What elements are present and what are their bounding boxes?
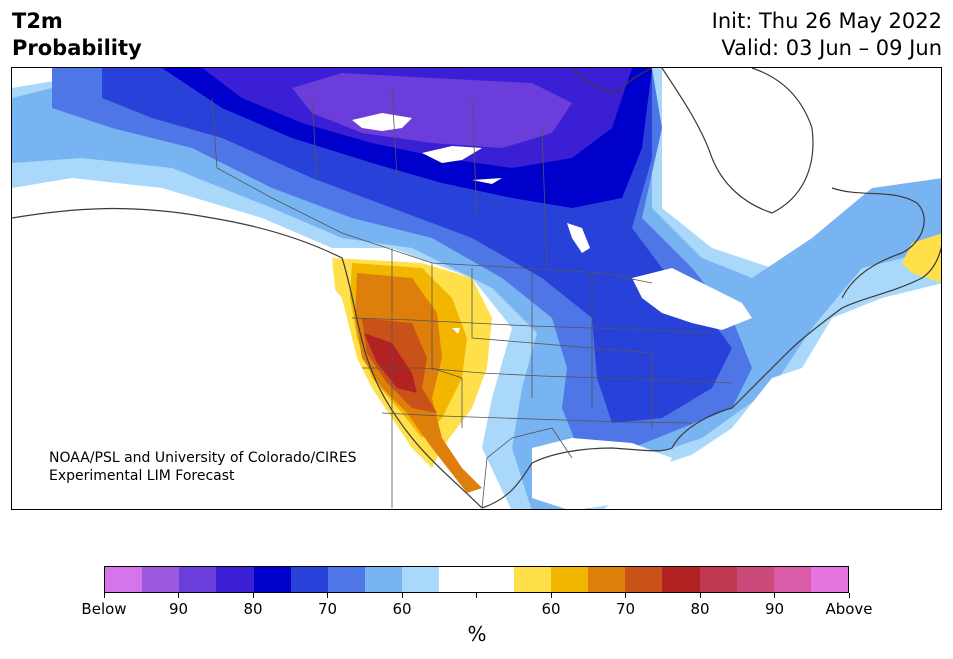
colorbar	[104, 566, 849, 593]
lake-great-bear	[352, 113, 412, 131]
colorbar-cell	[476, 567, 514, 592]
title-line-type: Probability	[12, 36, 142, 60]
colorbar-cell	[290, 567, 328, 592]
colorbar-cell	[327, 567, 366, 592]
colorbar-tick	[178, 593, 179, 598]
gulf-of-mexico	[532, 438, 672, 509]
salt-lake	[452, 328, 460, 334]
colorbar-tick-label: 80	[690, 600, 710, 618]
colorbar-tick	[625, 593, 626, 598]
hudson-bay	[662, 68, 812, 218]
colorbar-cell	[550, 567, 589, 592]
ocean-atlantic	[633, 283, 941, 509]
warm-80-region	[364, 333, 417, 393]
credit-line-2: Experimental LIM Forecast	[49, 468, 235, 484]
colorbar-cell	[253, 567, 291, 592]
colorbar-unit: %	[467, 622, 487, 646]
probability-map-svg	[12, 68, 941, 509]
colorbar-tick-label: 90	[168, 600, 189, 618]
colorbar-cell	[402, 567, 440, 592]
colorbar-cell	[625, 567, 663, 592]
colorbar-tick-label: 60	[541, 600, 561, 618]
cold-90-region	[292, 73, 572, 148]
map-title: T2m Probability	[12, 8, 142, 62]
colorbar-cell	[365, 567, 403, 592]
colorbar-tick	[401, 593, 403, 598]
colorbar-cell	[216, 567, 254, 592]
colorbar-tick	[848, 593, 850, 598]
colorbar-tick-label: 70	[317, 600, 338, 618]
lake-athabasca	[472, 178, 502, 184]
colorbar-tick	[327, 593, 328, 598]
colorbar-tick	[103, 593, 105, 598]
colorbar-tick-label: 90	[764, 600, 785, 618]
coastlines	[12, 68, 941, 509]
colorbar-cell	[588, 567, 626, 592]
ocean-pacific	[12, 218, 480, 509]
colorbar-tick-label: 60	[392, 600, 412, 618]
forecast-map	[11, 67, 942, 510]
colorbar-tick-label: Above	[825, 600, 873, 618]
political-borders	[211, 87, 733, 509]
colorbar-cell	[439, 567, 477, 592]
init-date: Init: Thu 26 May 2022	[711, 9, 942, 33]
colorbar-tick	[699, 593, 701, 598]
colorbar-cell	[773, 567, 811, 592]
colorbar-tick-label: 70	[615, 600, 636, 618]
title-line-variable: T2m	[12, 9, 63, 33]
credit-text: NOAA/PSL and University of Colorado/CIRE…	[49, 449, 357, 485]
colorbar-cell	[736, 567, 774, 592]
colorbar-cell	[699, 567, 737, 592]
colorbar-cell	[105, 567, 143, 592]
colorbar-cell	[142, 567, 180, 592]
colorbar-tick	[550, 593, 552, 598]
credit-line-1: NOAA/PSL and University of Colorado/CIRE…	[49, 450, 357, 466]
date-info: Init: Thu 26 May 2022 Valid: 03 Jun – 09…	[712, 8, 942, 62]
colorbar-tick-label: 80	[243, 600, 263, 618]
colorbar-tick	[252, 593, 254, 598]
colorbar-cell	[513, 567, 551, 592]
colorbar-cell	[179, 567, 217, 592]
valid-dates: Valid: 03 Jun – 09 Jun	[721, 36, 942, 60]
colorbar-cell	[662, 567, 700, 592]
colorbar-cell	[810, 567, 849, 592]
colorbar-tick-label: Below	[81, 600, 127, 618]
colorbar-tick	[476, 593, 477, 598]
lake-winnipeg	[567, 223, 590, 253]
lake-great-slave	[422, 146, 482, 163]
great-lakes	[632, 268, 752, 330]
colorbar-tick	[774, 593, 775, 598]
